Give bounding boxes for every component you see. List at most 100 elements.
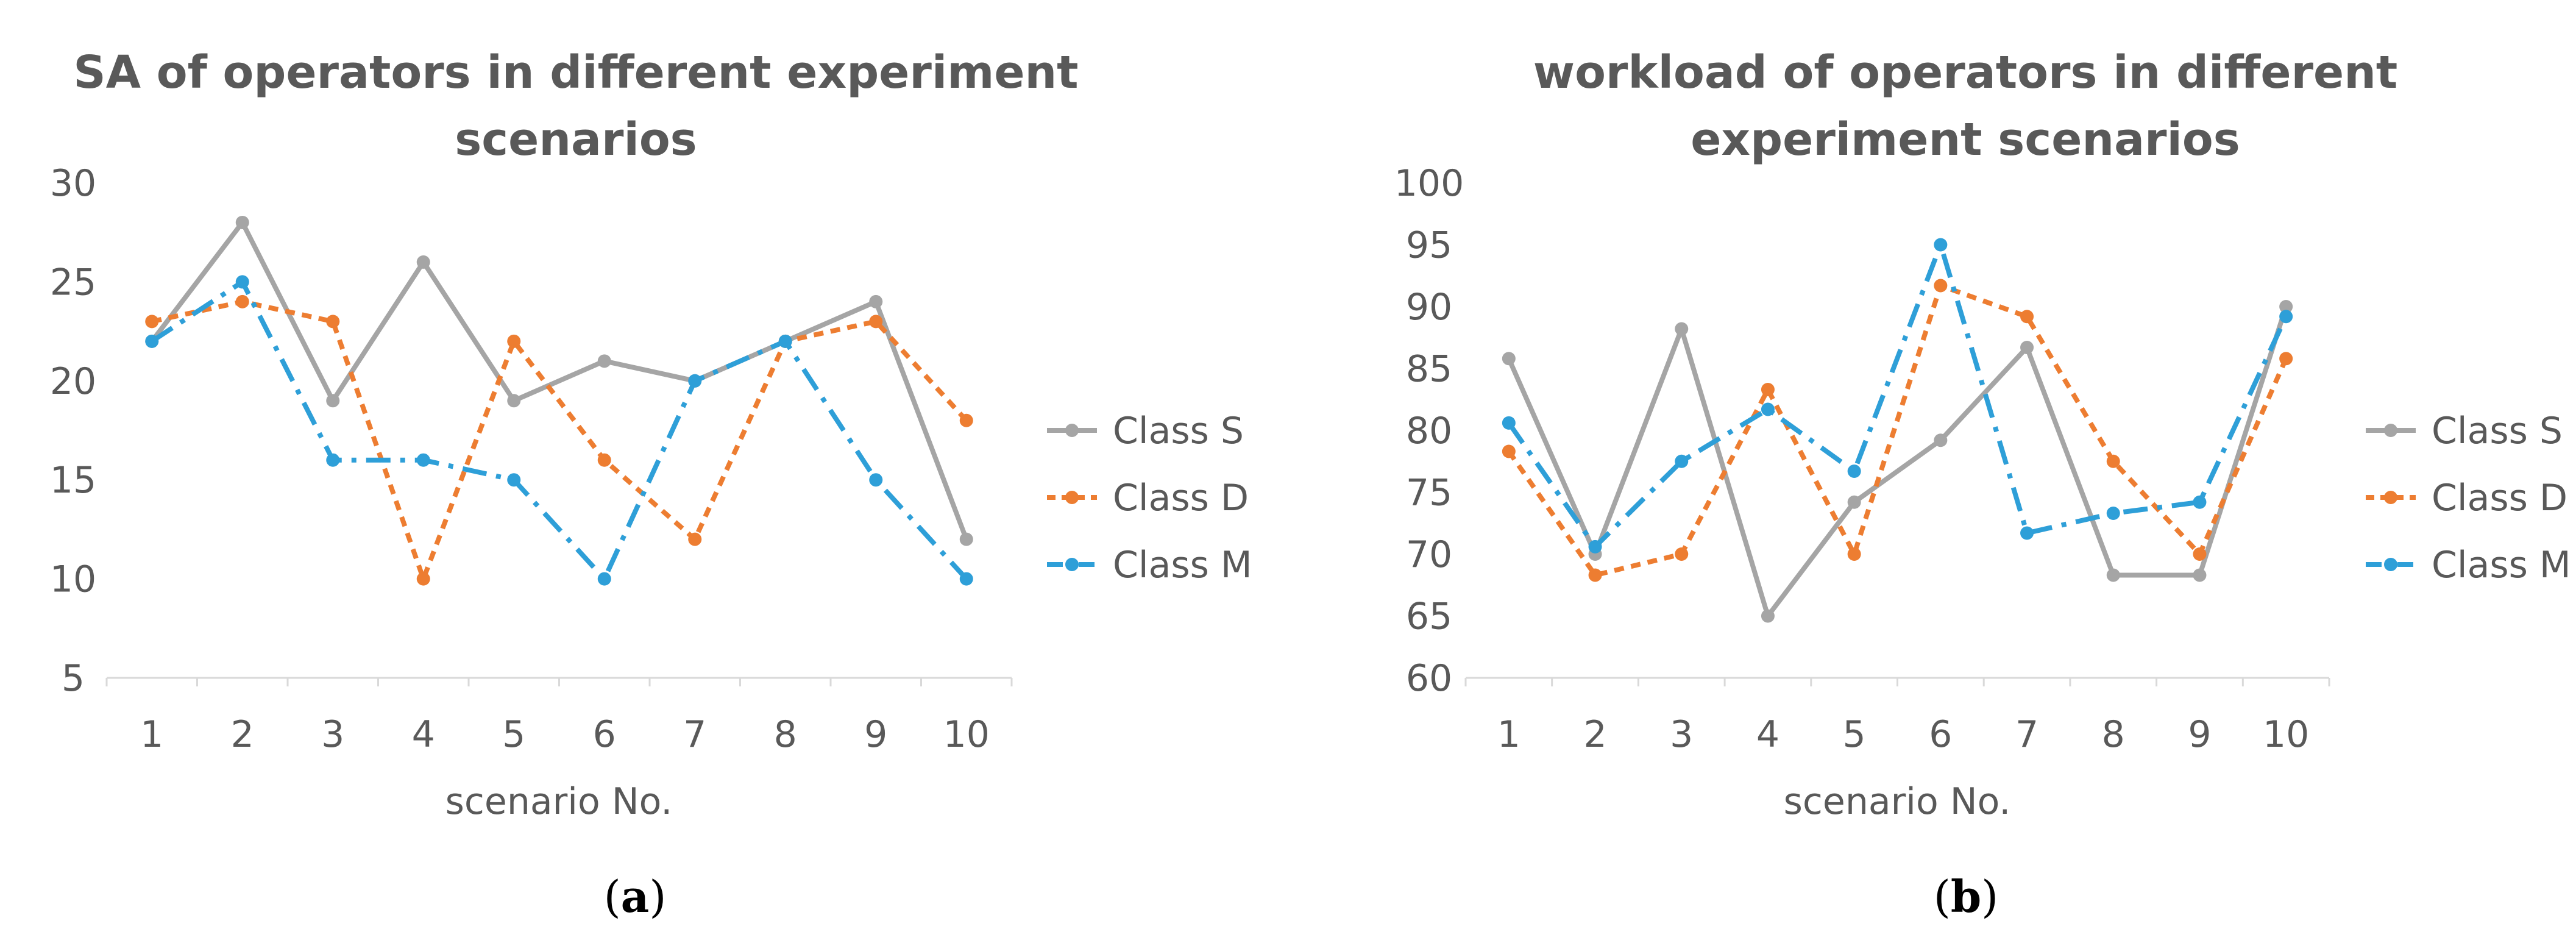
data-point bbox=[2020, 340, 2034, 354]
legend-label: Class D bbox=[2432, 477, 2567, 519]
chart-title-line: workload of operators in different bbox=[1533, 46, 2398, 99]
x-tick-label: 6 bbox=[593, 713, 616, 756]
data-point bbox=[1675, 454, 1689, 468]
x-tick-label: 7 bbox=[2015, 713, 2038, 756]
data-point bbox=[1502, 444, 1516, 458]
legend-label: Class M bbox=[1113, 544, 1252, 586]
legend-label: Class D bbox=[1113, 477, 1249, 519]
data-point bbox=[597, 354, 611, 368]
data-point bbox=[1847, 464, 1861, 478]
data-point bbox=[326, 453, 340, 467]
data-point bbox=[869, 473, 883, 487]
figure-caption: (a) bbox=[604, 871, 667, 922]
y-tick-label: 75 bbox=[1406, 472, 1452, 515]
legend-marker bbox=[2384, 491, 2397, 504]
data-point bbox=[416, 255, 430, 269]
chart-b: workload of operators in different experi… bbox=[1394, 46, 2571, 922]
data-point bbox=[1588, 568, 1602, 582]
data-point bbox=[2193, 495, 2207, 509]
data-point bbox=[507, 394, 521, 408]
data-point bbox=[1502, 416, 1516, 430]
x-tick-label: 6 bbox=[1929, 713, 1952, 756]
series-line-class-d bbox=[151, 299, 968, 582]
series-line-class-d bbox=[1506, 283, 2288, 578]
data-point bbox=[2193, 568, 2207, 582]
x-tick-label: 2 bbox=[231, 713, 254, 756]
x-tick-label: 3 bbox=[1670, 713, 1693, 756]
x-tick-label: 7 bbox=[683, 713, 706, 756]
legend-label: Class M bbox=[2432, 544, 2571, 586]
data-point bbox=[688, 532, 702, 546]
data-point bbox=[2193, 547, 2207, 561]
y-tick-label: 20 bbox=[50, 360, 96, 403]
data-point bbox=[235, 215, 249, 229]
x-tick-label: 10 bbox=[943, 713, 990, 756]
x-tick-label: 3 bbox=[321, 713, 344, 756]
data-point bbox=[507, 473, 521, 487]
x-tick-label: 9 bbox=[2188, 713, 2211, 756]
data-point bbox=[869, 315, 883, 329]
data-point bbox=[1847, 547, 1861, 561]
data-point bbox=[2279, 300, 2293, 313]
data-point bbox=[2106, 568, 2120, 582]
data-point bbox=[416, 453, 430, 467]
y-tick-label: 30 bbox=[50, 162, 96, 205]
x-axis-label: scenario No. bbox=[445, 780, 673, 823]
legend-marker bbox=[1065, 491, 1079, 504]
legend-marker bbox=[2384, 424, 2397, 437]
data-point bbox=[1675, 547, 1689, 561]
data-point bbox=[1761, 609, 1775, 623]
x-tick-label: 5 bbox=[502, 713, 525, 756]
data-point bbox=[1934, 238, 1948, 252]
y-tick-label: 5 bbox=[62, 657, 85, 700]
data-point bbox=[2106, 454, 2120, 468]
data-point bbox=[2020, 526, 2034, 540]
data-point bbox=[2279, 352, 2293, 366]
chart-title-line: SA of operators in different experiment bbox=[73, 46, 1078, 99]
legend-label: Class S bbox=[2432, 410, 2563, 452]
data-point bbox=[2106, 507, 2120, 521]
x-tick-label: 4 bbox=[412, 713, 435, 756]
data-point bbox=[145, 315, 159, 329]
data-point bbox=[597, 572, 611, 586]
x-tick-label: 2 bbox=[1583, 713, 1606, 756]
y-tick-label: 60 bbox=[1406, 657, 1452, 700]
x-tick-label: 9 bbox=[864, 713, 887, 756]
legend-marker bbox=[1065, 424, 1079, 437]
data-point bbox=[235, 275, 249, 289]
chart-a: SA of operators in different experiment s… bbox=[50, 46, 1252, 922]
data-point bbox=[597, 453, 611, 467]
data-point bbox=[959, 532, 973, 546]
data-point bbox=[1934, 433, 1948, 447]
x-tick-label: 1 bbox=[1497, 713, 1520, 756]
data-point bbox=[1675, 322, 1689, 336]
y-tick-label: 25 bbox=[50, 261, 96, 304]
data-point bbox=[1588, 539, 1602, 554]
x-axis-label: scenario No. bbox=[1784, 780, 2011, 823]
data-point bbox=[1934, 279, 1948, 293]
series-line-class-m bbox=[1506, 242, 2288, 549]
legend-label: Class S bbox=[1113, 410, 1244, 452]
data-point bbox=[1761, 402, 1775, 416]
data-point bbox=[416, 572, 430, 586]
y-tick-label: 15 bbox=[50, 459, 96, 502]
data-point bbox=[507, 334, 521, 348]
data-point bbox=[778, 334, 792, 348]
data-point bbox=[326, 394, 340, 408]
y-tick-label: 100 bbox=[1394, 162, 1464, 205]
y-tick-label: 95 bbox=[1406, 224, 1452, 267]
legend-marker bbox=[2384, 558, 2397, 571]
x-tick-label: 5 bbox=[1843, 713, 1866, 756]
x-tick-label: 10 bbox=[2263, 713, 2309, 756]
data-point bbox=[145, 334, 159, 348]
x-tick-label: 4 bbox=[1756, 713, 1779, 756]
data-point bbox=[326, 315, 340, 329]
data-point bbox=[1847, 495, 1861, 509]
data-point bbox=[688, 374, 702, 388]
chart-title-line: scenarios bbox=[455, 113, 697, 166]
y-tick-label: 90 bbox=[1406, 286, 1452, 329]
y-tick-label: 85 bbox=[1406, 348, 1452, 391]
data-point bbox=[1502, 352, 1516, 366]
y-tick-label: 65 bbox=[1406, 596, 1452, 638]
